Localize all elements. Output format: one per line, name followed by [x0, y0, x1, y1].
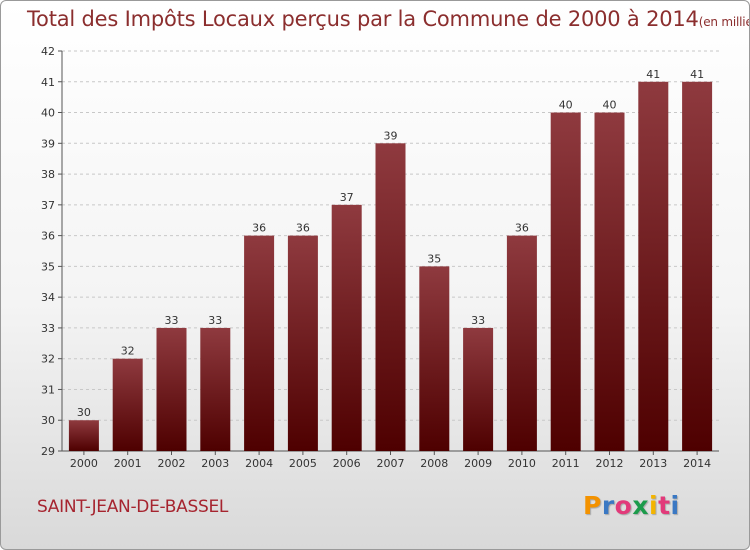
logo-letter: i	[649, 491, 659, 520]
y-tick-label: 41	[41, 76, 55, 89]
bar	[638, 81, 669, 452]
data-label: 40	[559, 99, 573, 112]
bar	[682, 81, 713, 452]
bar	[550, 112, 581, 452]
logo-letter: i	[670, 491, 680, 520]
bar	[287, 235, 318, 451]
x-tick-label: 2012	[596, 457, 624, 470]
y-tick-label: 36	[41, 230, 55, 243]
chart-title-text: Total des Impôts Locaux perçus par la Co…	[27, 7, 699, 31]
data-label: 41	[646, 68, 660, 81]
data-label: 30	[77, 406, 91, 419]
data-label: 40	[603, 99, 617, 112]
x-tick-label: 2001	[114, 457, 142, 470]
logo-letter: x	[632, 491, 649, 520]
y-tick-label: 34	[41, 291, 55, 304]
bar	[156, 327, 187, 451]
y-tick-label: 30	[41, 414, 55, 427]
y-tick-label: 42	[41, 45, 55, 58]
y-tick-label: 38	[41, 168, 55, 181]
y-tick-label: 40	[41, 107, 55, 120]
data-label: 33	[165, 314, 179, 327]
data-label: 33	[208, 314, 222, 327]
x-tick-label: 2007	[377, 457, 405, 470]
x-tick-label: 2011	[552, 457, 580, 470]
bar	[375, 143, 406, 452]
y-tick-label: 31	[41, 383, 55, 396]
x-tick-label: 2003	[201, 457, 229, 470]
data-label: 36	[515, 222, 529, 235]
data-label: 33	[471, 314, 485, 327]
x-tick-label: 2009	[464, 457, 492, 470]
logo-letter: t	[658, 491, 671, 520]
y-tick-label: 33	[41, 322, 55, 335]
proxiti-logo: Proxiti	[583, 491, 680, 520]
x-tick-label: 2005	[289, 457, 317, 470]
bar	[331, 204, 362, 451]
bar	[506, 235, 537, 451]
bar	[68, 420, 99, 451]
x-tick-label: 2004	[245, 457, 273, 470]
x-tick-label: 2010	[508, 457, 536, 470]
bar	[594, 112, 625, 452]
chart-unit: (en milliers d'€)	[698, 15, 749, 29]
data-label: 37	[340, 191, 354, 204]
chart-title: Total des Impôts Locaux perçus par la Co…	[27, 7, 749, 31]
y-tick-label: 37	[41, 199, 55, 212]
data-label: 39	[384, 129, 398, 142]
data-label: 35	[427, 252, 441, 265]
y-tick-label: 35	[41, 260, 55, 273]
bar	[419, 266, 450, 451]
logo-letter: P	[583, 491, 602, 520]
data-label: 36	[296, 222, 310, 235]
y-tick-label: 39	[41, 137, 55, 150]
data-label: 41	[690, 68, 704, 81]
y-tick-label: 29	[41, 445, 55, 458]
bar	[463, 327, 494, 451]
logo-letter: r	[601, 491, 615, 520]
commune-name: SAINT-JEAN-DE-BASSEL	[37, 497, 229, 517]
x-tick-label: 2013	[639, 457, 667, 470]
bar	[244, 235, 275, 451]
x-tick-label: 2008	[420, 457, 448, 470]
x-tick-label: 2014	[683, 457, 711, 470]
logo-letter: o	[614, 491, 633, 520]
y-tick-label: 32	[41, 353, 55, 366]
x-tick-label: 2002	[158, 457, 186, 470]
bar	[200, 327, 231, 451]
x-tick-label: 2006	[333, 457, 361, 470]
data-label: 32	[121, 345, 135, 358]
data-label: 36	[252, 222, 266, 235]
x-tick-label: 2000	[70, 457, 98, 470]
bar	[112, 358, 143, 451]
